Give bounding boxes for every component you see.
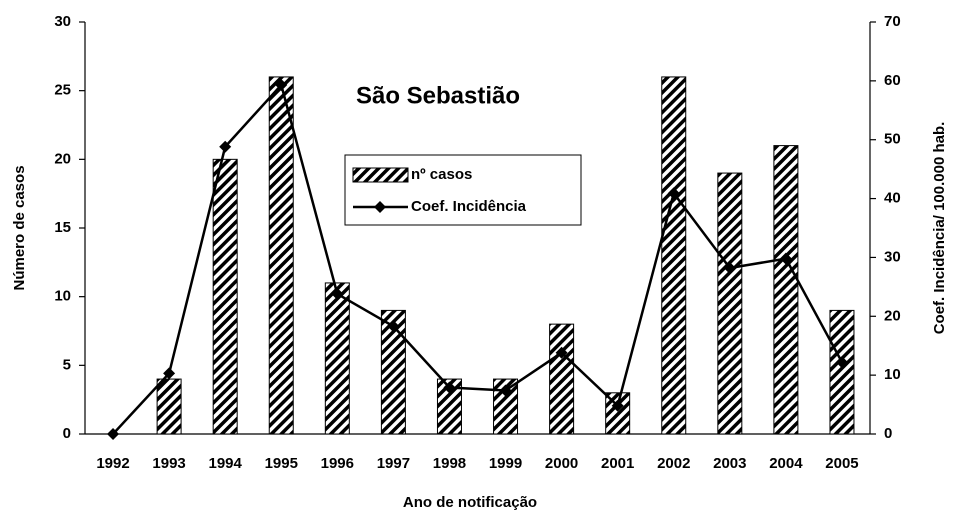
marker [387,320,400,333]
x-tick-label: 1994 [208,455,242,472]
x-tick-label: 1997 [377,455,410,472]
x-tick-label: 1992 [96,455,129,472]
marker [163,367,176,380]
y2-tick-label: 20 [884,307,901,324]
y2-tick-label: 70 [884,13,901,30]
bar [661,76,687,435]
x-tick-label: 2002 [657,455,690,472]
bar [324,282,350,435]
x-tick-label: 1998 [433,455,466,472]
marker [611,399,624,412]
y-tick-label: 30 [54,13,71,30]
bar [268,76,294,435]
y-tick-label: 25 [54,82,71,99]
x-tick-label: 2005 [825,455,858,472]
y-tick-label: 20 [54,150,71,167]
bar [380,309,406,435]
marker [107,428,120,440]
y2-tick-label: 10 [884,366,901,383]
marker [331,287,344,300]
y2-tick-label: 50 [884,131,901,148]
x-tick-label: 1999 [489,455,522,472]
x-tick-label: 1995 [265,455,298,472]
bar [829,309,855,435]
chart-title: São Sebastião [356,82,520,109]
y2-axis-label: Coef. Incidência/ 100.000 hab. [931,122,948,335]
y-tick-label: 15 [54,219,71,236]
bar [549,323,575,435]
x-tick-label: 2000 [545,455,578,472]
bar [717,172,743,435]
x-tick-label: 2004 [769,455,803,472]
x-tick-label: 1996 [321,455,354,472]
bar [156,378,182,435]
bar [493,378,519,435]
marker [723,262,736,275]
marker [835,356,848,369]
legend-marker [374,201,386,213]
marker [555,346,568,359]
marker [499,384,512,397]
y-axis-label: Número de casos [11,165,28,290]
marker [219,140,232,153]
y2-tick-label: 0 [884,425,892,442]
marker [779,252,792,265]
legend-label: nº casos [411,166,472,183]
y-tick-label: 5 [63,356,71,373]
x-axis-label: Ano de notificação [403,494,537,511]
legend-swatch [352,167,409,183]
legend-label: Coef. Incidência [411,198,527,215]
x-tick-label: 2003 [713,455,746,472]
y2-tick-label: 60 [884,72,901,89]
marker [443,381,456,394]
marker [667,187,680,200]
x-tick-label: 1993 [152,455,185,472]
legend-box [344,154,582,226]
bar [773,145,799,435]
y2-tick-label: 30 [884,248,901,265]
y-tick-label: 10 [54,288,71,305]
y-tick-label: 0 [63,425,71,442]
x-tick-label: 2001 [601,455,634,472]
y2-tick-label: 40 [884,190,901,207]
marker [275,78,288,91]
bar [212,158,238,435]
line [112,82,844,435]
